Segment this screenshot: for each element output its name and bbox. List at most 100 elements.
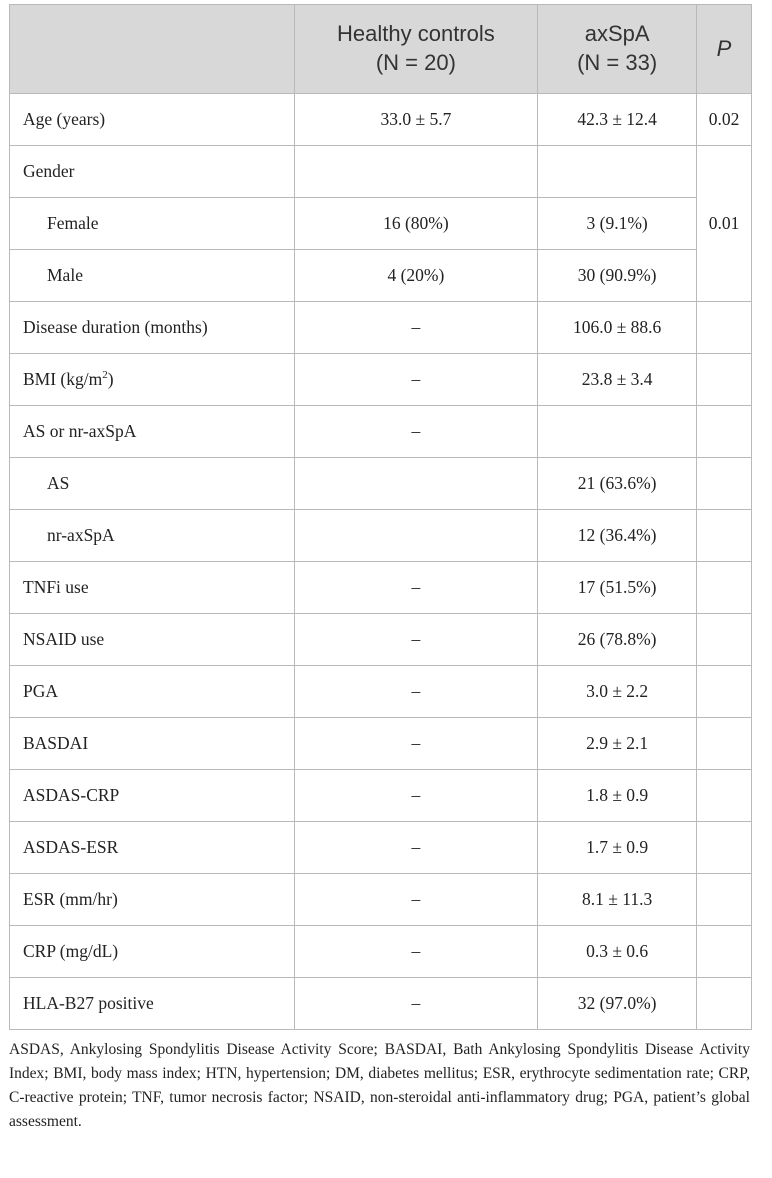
table-row: ASDAS-ESR – 1.7 ± 0.9 xyxy=(9,821,752,874)
healthy-value: – xyxy=(293,561,539,614)
row-label: Female xyxy=(9,197,295,250)
axspa-value: 26 (78.8%) xyxy=(537,613,698,666)
axspa-value: 1.7 ± 0.9 xyxy=(537,821,698,874)
p-value xyxy=(696,509,752,562)
p-value: 0.02 xyxy=(696,93,752,146)
healthy-value xyxy=(293,509,539,562)
axspa-value xyxy=(537,145,698,198)
healthy-value: – xyxy=(293,301,539,354)
header-healthy-controls: Healthy controls (N = 20) xyxy=(293,4,539,94)
p-value xyxy=(696,561,752,614)
row-label: BMI (kg/m2) xyxy=(9,353,295,406)
table-footnote: ASDAS, Ankylosing Spondylitis Disease Ac… xyxy=(9,1041,750,1130)
healthy-value: – xyxy=(293,353,539,406)
table-row: PGA – 3.0 ± 2.2 xyxy=(9,665,752,718)
table-row: BASDAI – 2.9 ± 2.1 xyxy=(9,717,752,770)
healthy-value: – xyxy=(293,665,539,718)
bmi-label-main: BMI (kg/m xyxy=(23,369,103,389)
axspa-value: 3.0 ± 2.2 xyxy=(537,665,698,718)
row-label: AS or nr-axSpA xyxy=(9,405,295,458)
row-label: nr-axSpA xyxy=(9,509,295,562)
row-label: NSAID use xyxy=(9,613,295,666)
table-row: Disease duration (months) – 106.0 ± 88.6 xyxy=(9,301,752,354)
axspa-value xyxy=(537,405,698,458)
axspa-value: 30 (90.9%) xyxy=(537,249,698,302)
row-label: ASDAS-ESR xyxy=(9,821,295,874)
row-label: AS xyxy=(9,457,295,510)
table-container: Healthy controls (N = 20) axSpA (N = 33)… xyxy=(9,4,764,1150)
row-label: BASDAI xyxy=(9,717,295,770)
table-row: Female 16 (80%) 3 (9.1%) xyxy=(9,197,752,250)
p-value xyxy=(696,353,752,406)
row-label: ASDAS-CRP xyxy=(9,769,295,822)
healthy-value: – xyxy=(293,613,539,666)
header-axspa-title: axSpA xyxy=(584,21,650,47)
table-row: Age (years) 33.0 ± 5.7 42.3 ± 12.4 0.02 xyxy=(9,93,752,146)
healthy-value: – xyxy=(293,405,539,458)
axspa-value: 106.0 ± 88.6 xyxy=(537,301,698,354)
healthy-value xyxy=(293,457,539,510)
table-row: ESR (mm/hr) – 8.1 ± 11.3 xyxy=(9,873,752,926)
p-value xyxy=(696,665,752,718)
table-row: AS or nr-axSpA – xyxy=(9,405,752,458)
axspa-value: 12 (36.4%) xyxy=(537,509,698,562)
header-blank xyxy=(9,4,295,94)
axspa-value: 8.1 ± 11.3 xyxy=(537,873,698,926)
healthy-value: – xyxy=(293,769,539,822)
healthy-value xyxy=(293,145,539,198)
healthy-value: – xyxy=(293,821,539,874)
axspa-value: 2.9 ± 2.1 xyxy=(537,717,698,770)
table-row: NSAID use – 26 (78.8%) xyxy=(9,613,752,666)
table-row: BMI (kg/m2) – 23.8 ± 3.4 xyxy=(9,353,752,406)
header-p-value: P xyxy=(696,4,752,94)
table-row: nr-axSpA 12 (36.4%) xyxy=(9,509,752,562)
table-row: Gender 0.01 xyxy=(9,145,752,302)
axspa-value: 42.3 ± 12.4 xyxy=(537,93,698,146)
bmi-label-end: ) xyxy=(107,369,114,389)
axspa-value: 3 (9.1%) xyxy=(537,197,698,250)
header-healthy-controls-title: Healthy controls xyxy=(337,21,495,47)
healthy-value: – xyxy=(293,977,539,1030)
axspa-value: 21 (63.6%) xyxy=(537,457,698,510)
p-value xyxy=(696,613,752,666)
p-value xyxy=(696,821,752,874)
row-label: TNFi use xyxy=(9,561,295,614)
p-value xyxy=(696,301,752,354)
p-value xyxy=(696,769,752,822)
header-row: Healthy controls (N = 20) axSpA (N = 33)… xyxy=(9,4,752,94)
table-row: ASDAS-CRP – 1.8 ± 0.9 xyxy=(9,769,752,822)
p-value xyxy=(696,717,752,770)
table-row: CRP (mg/dL) – 0.3 ± 0.6 xyxy=(9,925,752,978)
healthy-value: 33.0 ± 5.7 xyxy=(293,93,539,146)
row-label: CRP (mg/dL) xyxy=(9,925,295,978)
p-value xyxy=(696,925,752,978)
p-value xyxy=(696,405,752,458)
header-axspa-n: (N = 33) xyxy=(577,50,658,75)
row-label: Male xyxy=(9,249,295,302)
p-value: 0.01 xyxy=(696,145,752,302)
header-axspa: axSpA (N = 33) xyxy=(537,4,698,94)
row-label: ESR (mm/hr) xyxy=(9,873,295,926)
healthy-value: 4 (20%) xyxy=(293,249,539,302)
p-value xyxy=(696,873,752,926)
healthy-value: 16 (80%) xyxy=(293,197,539,250)
bmi-label-superscript: 2 xyxy=(102,369,108,382)
row-label: Gender xyxy=(9,145,295,198)
p-value xyxy=(696,457,752,510)
row-label: Age (years) xyxy=(9,93,295,146)
healthy-value: – xyxy=(293,873,539,926)
table-row: AS 21 (63.6%) xyxy=(9,457,752,510)
row-label: Disease duration (months) xyxy=(9,301,295,354)
table-row: Male 4 (20%) 30 (90.9%) xyxy=(9,249,752,302)
row-label: PGA xyxy=(9,665,295,718)
row-label: HLA-B27 positive xyxy=(9,977,295,1030)
table-row: HLA-B27 positive – 32 (97.0%) xyxy=(9,977,752,1030)
healthy-value: – xyxy=(293,925,539,978)
axspa-value: 32 (97.0%) xyxy=(537,977,698,1030)
demographics-table: Healthy controls (N = 20) axSpA (N = 33)… xyxy=(9,4,752,1030)
p-value xyxy=(696,977,752,1030)
table-row: TNFi use – 17 (51.5%) xyxy=(9,561,752,614)
axspa-value: 1.8 ± 0.9 xyxy=(537,769,698,822)
healthy-value: – xyxy=(293,717,539,770)
axspa-value: 17 (51.5%) xyxy=(537,561,698,614)
